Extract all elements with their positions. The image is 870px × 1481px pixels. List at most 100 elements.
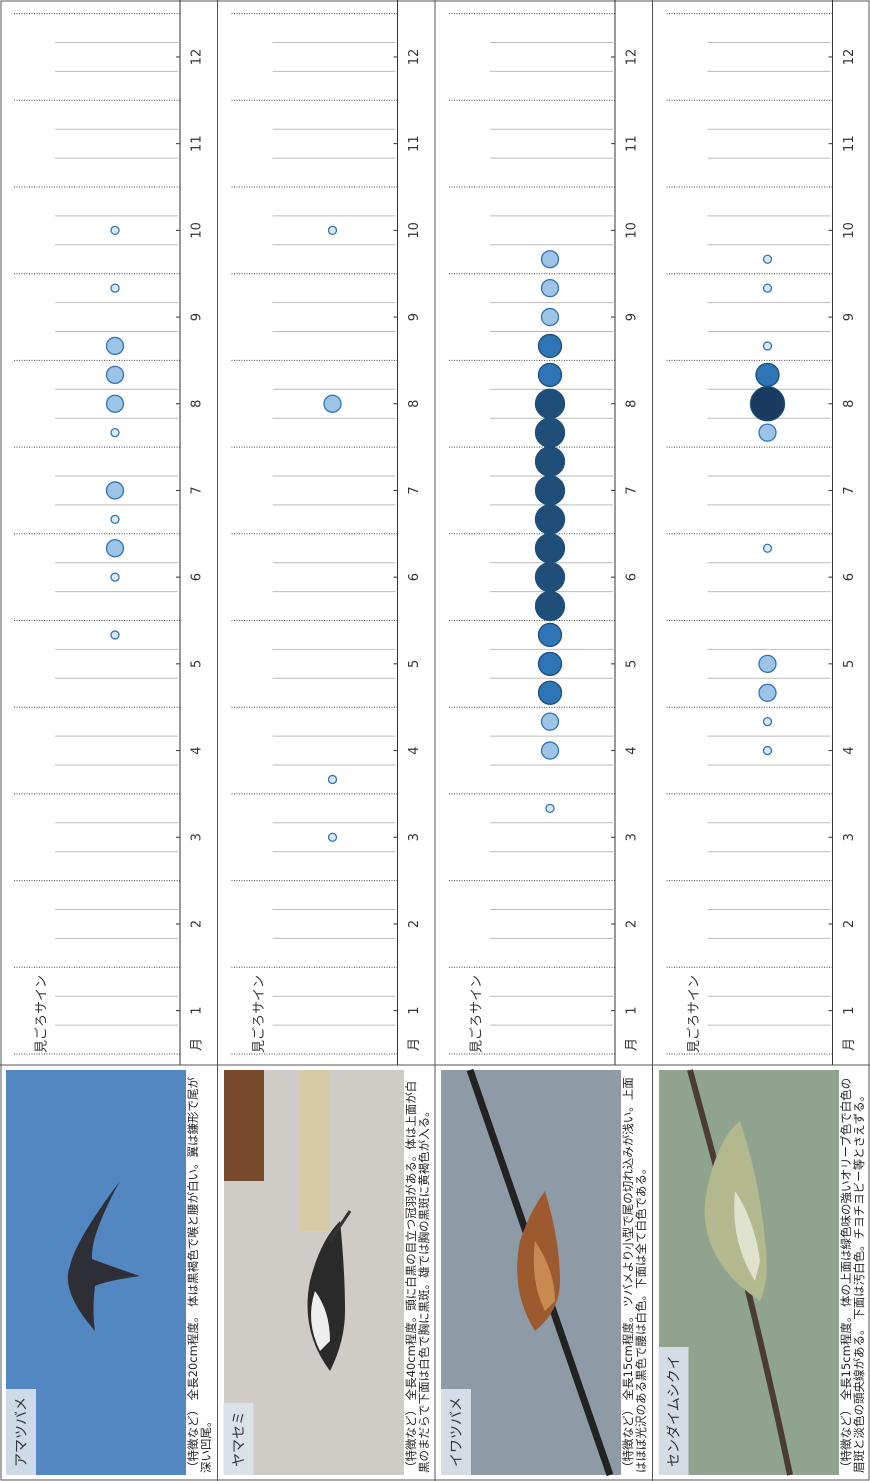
x-tick-label: 8 [842, 400, 857, 408]
bubble [539, 623, 562, 646]
x-tick-label: 10 [190, 222, 205, 239]
x-tick-label: 4 [842, 746, 857, 754]
x-tick-label: 5 [625, 660, 640, 668]
x-tick-label: 3 [842, 833, 857, 841]
x-tick-label: 3 [190, 833, 205, 841]
bubble [329, 833, 337, 841]
x-tick-label: 9 [407, 313, 422, 321]
bubble [759, 655, 776, 672]
x-tick-label: 2 [842, 920, 857, 928]
bubble [329, 226, 337, 234]
bubble [764, 342, 772, 350]
bubble [111, 284, 119, 292]
bubble [539, 652, 562, 675]
bubble [536, 505, 565, 534]
bubble [324, 395, 341, 412]
bubble [764, 747, 772, 755]
x-tick-label: 12 [625, 49, 640, 66]
x-tick-label: 2 [190, 920, 205, 928]
bubble [536, 563, 565, 592]
bubble [542, 713, 559, 730]
x-tick-label: 8 [407, 400, 422, 408]
bubble [542, 742, 559, 759]
y-axis-label: 見ごろサイン [34, 975, 50, 1053]
bubble [111, 226, 119, 234]
page: アマツバメ （特徴など） 全長20cm程度。 体は黒褐色で喉と腰が白い。翼は鎌形で… [0, 0, 870, 1481]
bubble [542, 251, 559, 268]
x-tick-label: 7 [842, 486, 857, 494]
x-axis-label: 月 [842, 1038, 857, 1051]
x-tick-label: 6 [190, 573, 205, 581]
bubble [759, 424, 776, 441]
bubble [764, 718, 772, 726]
x-tick-label: 7 [407, 486, 422, 494]
bubble [764, 544, 772, 552]
y-axis-label: 見ごろサイン [686, 975, 702, 1053]
description-box: （特徴など） 全長15cm程度。 ツバメより小型で尾の切れ込みが浅い。上面はほぼ… [622, 1071, 652, 1473]
bird-name: センダイムシクイ [667, 1355, 683, 1467]
x-tick-label: 7 [190, 486, 205, 494]
description: （特徴など） 全長15cm程度。 ツバメより小型で尾の切れ込みが浅い。上面はほぼ… [622, 1071, 648, 1473]
y-axis-label: 見ごろサイン [251, 975, 267, 1053]
y-axis-label: 見ごろサイン [469, 975, 485, 1053]
x-tick-label: 3 [407, 833, 422, 841]
bubble [764, 255, 772, 263]
x-tick-label: 1 [190, 1007, 205, 1015]
x-tick-label: 7 [625, 486, 640, 494]
bubble [111, 573, 119, 581]
x-tick-label: 12 [190, 49, 205, 66]
bubble [536, 418, 565, 447]
x-tick-label: 8 [190, 400, 205, 408]
x-tick-label: 5 [190, 660, 205, 668]
x-tick-label: 4 [190, 746, 205, 754]
bubble [107, 540, 124, 557]
bubble [539, 334, 562, 357]
x-axis-label: 月 [407, 1038, 422, 1051]
x-tick-label: 11 [842, 135, 857, 152]
bubble [107, 366, 124, 383]
bubble [536, 389, 565, 418]
description-box: （特徴など） 全長40cm程度。頭に白黒の目立つ冠羽がある。体は上面が白黒のまだ… [405, 1071, 435, 1473]
x-axis-label: 月 [625, 1038, 640, 1051]
sheet: アマツバメ （特徴など） 全長20cm程度。 体は黒褐色で喉と腰が白い。翼は鎌形で… [0, 0, 870, 1481]
x-tick-label: 1 [625, 1007, 640, 1015]
x-axis-label: 月 [190, 1038, 205, 1051]
bubble [536, 476, 565, 505]
x-tick-label: 8 [625, 400, 640, 408]
bird-name: アマツバメ [14, 1397, 30, 1467]
x-tick-label: 9 [625, 313, 640, 321]
x-tick-label: 11 [407, 135, 422, 152]
x-tick-label: 10 [625, 222, 640, 239]
bubble [107, 395, 124, 412]
bubble [756, 363, 779, 386]
bubble [111, 515, 119, 523]
bubble [111, 631, 119, 639]
x-tick-label: 4 [625, 746, 640, 754]
x-tick-label: 11 [190, 135, 205, 152]
bubble [542, 309, 559, 326]
x-tick-label: 9 [190, 313, 205, 321]
x-tick-label: 4 [407, 746, 422, 754]
x-tick-label: 10 [407, 222, 422, 239]
x-tick-label: 1 [407, 1007, 422, 1015]
bubble [539, 363, 562, 386]
x-tick-label: 6 [407, 573, 422, 581]
x-tick-label: 5 [407, 660, 422, 668]
x-tick-label: 6 [842, 573, 857, 581]
description: （特徴など） 全長20cm程度。 体は黒褐色で喉と腰が白い。翼は鎌形で尾が深い凹… [187, 1071, 213, 1473]
bubble [329, 775, 337, 783]
bubble [536, 592, 565, 621]
bubble [536, 534, 565, 563]
description-box: （特徴など） 全長15cm程度。 体の上面は緑色味の強いオリーブ色で白色の眉斑と… [840, 1071, 870, 1473]
description-box: （特徴など） 全長20cm程度。 体は黒褐色で喉と腰が白い。翼は鎌形で尾が深い凹… [187, 1071, 217, 1473]
bubble [546, 804, 554, 812]
x-tick-label: 6 [625, 573, 640, 581]
x-tick-label: 1 [842, 1007, 857, 1015]
bubble [542, 280, 559, 297]
bubble [759, 684, 776, 701]
x-tick-label: 11 [625, 135, 640, 152]
bubble [536, 447, 565, 476]
x-tick-label: 12 [407, 49, 422, 66]
x-tick-label: 5 [842, 660, 857, 668]
bubble [107, 482, 124, 499]
